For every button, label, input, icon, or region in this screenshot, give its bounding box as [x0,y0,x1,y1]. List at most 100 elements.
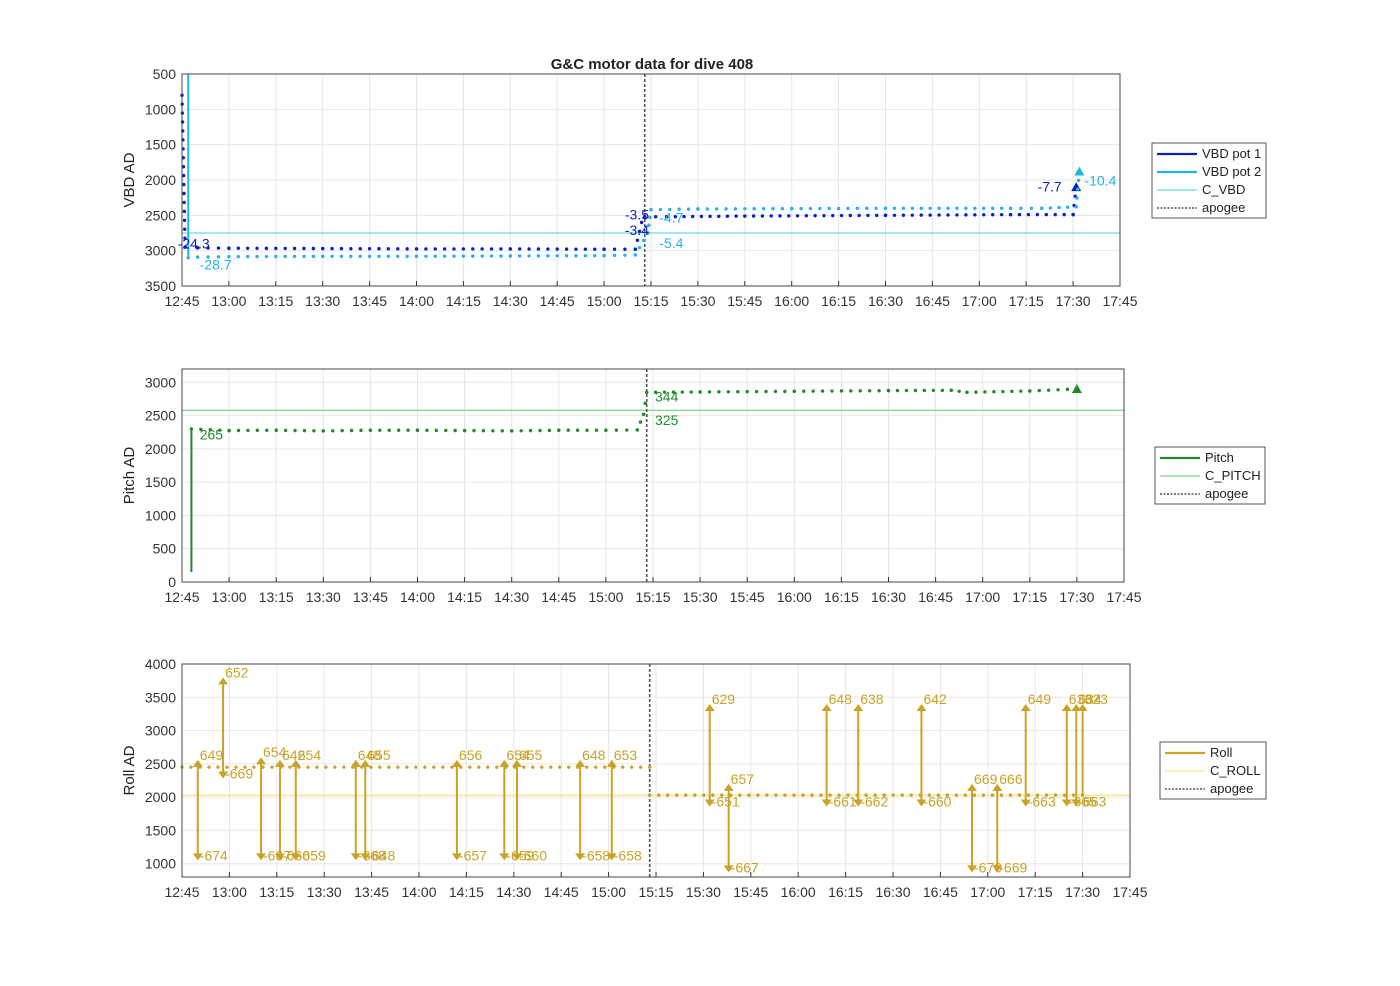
data-point [195,255,200,259]
x-tick-label: 16:30 [871,589,906,605]
x-tick-label: 15:15 [633,293,668,309]
data-point [566,428,570,432]
data-point [583,247,588,251]
data-point [508,247,512,251]
data-point [769,214,773,218]
x-tick-label: 17:30 [1065,884,1100,900]
data-point [982,213,986,217]
data-point [536,254,541,258]
data-point [738,793,742,797]
data-point [508,254,512,258]
roll-move-arrow [1071,799,1082,807]
data-point [743,207,747,211]
data-point [270,765,274,769]
data-point [658,207,663,212]
data-point [1057,205,1061,210]
x-tick-label: 13:15 [259,589,294,605]
data-point [208,428,212,432]
data-label: 634 [1078,691,1102,707]
data-label: -669 [999,859,1027,875]
data-point [955,206,959,210]
data-point [698,390,702,394]
data-point [321,254,325,259]
data-label: 652 [225,664,249,680]
roll-move-arrow [274,853,285,861]
data-point [673,214,678,219]
data-point [349,428,354,433]
data-point [901,206,906,210]
data-label: -28.7 [200,257,232,273]
data-point [822,213,826,218]
data-point [471,247,475,251]
data-point [604,428,608,432]
x-tick-label: 14:15 [447,589,482,605]
data-point [957,389,961,393]
data-point [705,207,709,211]
roll-move-arrow [451,759,462,767]
x-tick-label: 14:30 [494,589,529,605]
data-point [255,254,259,259]
data-point [717,390,721,394]
data-point [528,428,533,433]
data-point [656,793,661,797]
data-point [696,207,700,211]
data-label: -667 [263,847,291,863]
data-point [265,428,269,433]
data-label: 666 [999,771,1023,787]
roll-move-arrow [511,759,522,767]
data-point [1026,212,1031,217]
data-point [575,428,580,432]
data-point [1065,387,1070,392]
data-point [702,793,706,797]
data-point [973,213,977,217]
data-point [311,254,316,259]
data-point [302,254,306,259]
data-label: -7.7 [1038,178,1062,194]
data-point [306,765,310,769]
data-point [414,247,419,251]
data-label: -660 [282,847,310,863]
y-tick-label: 2000 [145,172,176,188]
data-point [635,238,640,243]
roll-move-arrow [192,853,203,861]
data-point [643,215,647,219]
data-label: 656 [459,747,483,763]
x-tick-label: 15:00 [587,293,622,309]
x-tick-label: 16:15 [828,884,863,900]
data-point [602,247,606,251]
data-point [594,428,599,432]
data-point [321,429,325,433]
data-label: 649 [1028,691,1052,707]
data-point [489,247,494,251]
roll-move-arrow [853,703,864,711]
roll-move-arrow [192,759,203,767]
x-tick-label: 14:15 [446,293,481,309]
data-point [1053,793,1058,797]
data-point [358,254,362,259]
data-point [922,388,927,393]
data-label: -660 [519,847,547,863]
data-point [964,206,968,210]
data-point [594,765,598,769]
data-point [745,389,749,394]
data-label: -659 [298,847,326,863]
data-point [928,213,932,217]
data-point [349,254,353,259]
data-point [633,247,638,251]
x-tick-label: 15:45 [730,589,765,605]
data-point [765,793,769,797]
x-tick-label: 13:15 [259,884,294,900]
data-point [671,390,676,394]
data-point [637,245,642,250]
data-point [315,765,319,769]
x-tick-label: 17:15 [1009,293,1044,309]
data-point [991,206,995,210]
data-point [689,390,693,394]
data-point [255,246,259,250]
legend-entry: Pitch [1205,450,1234,465]
data-point [182,218,187,223]
data-point [983,390,987,394]
roll-move-arrow [350,853,361,861]
x-tick-label: 14:45 [541,589,576,605]
